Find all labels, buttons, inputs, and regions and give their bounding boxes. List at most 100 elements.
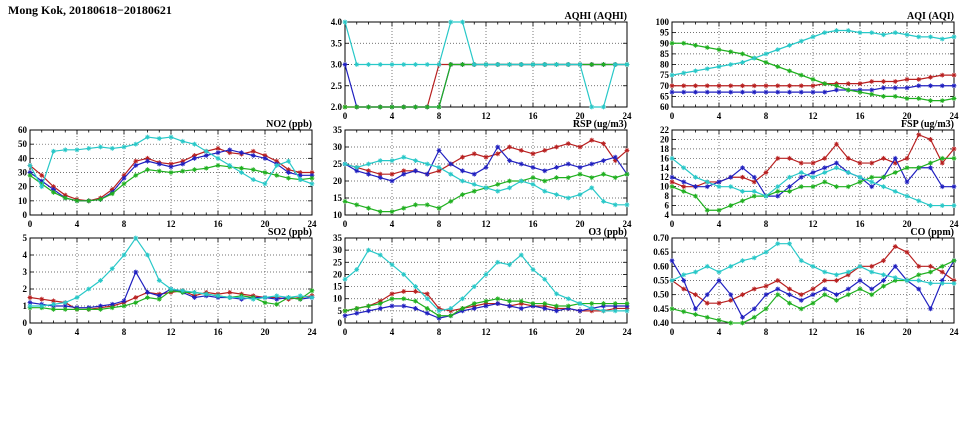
y-tick-label: 60 xyxy=(660,102,670,112)
y-tick-label: 0 xyxy=(338,318,343,328)
x-tick-label: 8 xyxy=(764,111,769,121)
x-tick-label: 8 xyxy=(437,111,442,121)
series-markers xyxy=(342,296,630,319)
x-tick-label: 0 xyxy=(28,219,33,229)
x-tick-label: 4 xyxy=(75,219,80,229)
x-tick-label: 0 xyxy=(343,327,348,337)
y-tick-label: 40 xyxy=(18,153,28,163)
x-tick-label: 8 xyxy=(122,327,127,337)
y-tick-label: 85 xyxy=(660,49,670,59)
page-title: Mong Kok, 20180618−20180621 xyxy=(8,3,172,17)
y-tick-label: 0 xyxy=(23,318,28,328)
x-tick-label: 4 xyxy=(75,327,80,337)
x-tick-label: 24 xyxy=(950,327,960,337)
series-markers xyxy=(342,301,630,321)
x-tick-label: 20 xyxy=(576,327,586,337)
y-tick-label: 0.60 xyxy=(653,261,669,271)
y-tick-label: 0.45 xyxy=(653,304,669,314)
y-tick-label: 6 xyxy=(665,201,670,211)
co-series-cyan xyxy=(669,241,957,286)
y-tick-label: 22 xyxy=(660,125,670,135)
x-tick-label: 24 xyxy=(623,111,633,121)
chart-o3: 0 5 10 15 20 25 30 35 0 4 8 12 16 20 24 O3 (ppb) xyxy=(309,226,639,340)
chart-rsp: 10 15 20 25 30 35 0 4 8 12 16 20 24 RSP (ug/m3) xyxy=(309,118,639,232)
x-tick-label: 4 xyxy=(390,111,395,121)
y-tick-label: 10 xyxy=(18,196,28,206)
y-tick-label: 1 xyxy=(23,301,28,311)
x-tick-label: 0 xyxy=(343,111,348,121)
y-tick-label: 90 xyxy=(660,38,670,48)
chart-title: AQHI (AQHI) xyxy=(565,11,628,22)
x-tick-label: 12 xyxy=(809,327,819,337)
y-tick-label: 0.40 xyxy=(653,318,669,328)
series-markers xyxy=(342,247,630,314)
y-tick-label: 16 xyxy=(660,153,670,163)
series-markers xyxy=(27,134,315,190)
x-tick-label: 0 xyxy=(28,327,33,337)
series-markers xyxy=(342,154,630,208)
co-plot-svg: 0.40 0.45 0.50 0.55 0.60 0.65 0.70 0 4 8 12 16 20 24 C… xyxy=(653,227,960,337)
series-markers xyxy=(669,155,957,208)
chart-title: SO2 (ppb) xyxy=(268,227,312,238)
y-tick-label: 14 xyxy=(660,163,670,173)
x-tick-label: 16 xyxy=(529,327,539,337)
series-markers xyxy=(27,163,315,204)
x-tick-label: 12 xyxy=(809,111,819,121)
y-tick-label: 0.65 xyxy=(653,247,669,257)
series-markers xyxy=(669,258,957,326)
y-tick-label: 30 xyxy=(333,142,343,152)
x-tick-label: 12 xyxy=(809,219,819,229)
y-tick-label: 2.0 xyxy=(331,102,343,112)
chart-fsp: 4 6 8 10 12 14 16 18 20 22 0 4 8 12 16 20 24 FSP (ug/m3) xyxy=(636,118,966,232)
aqi-series-cyan xyxy=(669,28,957,78)
series-markers xyxy=(669,258,957,320)
y-tick-label: 20 xyxy=(18,182,28,192)
y-tick-label: 3.5 xyxy=(331,38,343,48)
x-tick-label: 12 xyxy=(482,327,492,337)
y-tick-label: 60 xyxy=(18,125,28,135)
x-tick-label: 8 xyxy=(437,327,442,337)
chart-title: AQI (AQI) xyxy=(907,11,954,22)
no2-series-green xyxy=(27,163,315,204)
y-tick-label: 65 xyxy=(660,91,670,101)
chart-co: 0.40 0.45 0.50 0.55 0.60 0.65 0.70 0 4 8 12 16 20 24 C… xyxy=(636,226,966,340)
x-tick-label: 16 xyxy=(856,327,866,337)
x-tick-label: 8 xyxy=(122,219,127,229)
x-tick-label: 24 xyxy=(950,111,960,121)
y-tick-label: 70 xyxy=(660,81,670,91)
x-tick-label: 16 xyxy=(529,219,539,229)
chart-aqhi: 2.0 2.5 3.0 3.5 4.0 0 4 8 12 16 20 24 AQHI (AQHI) xyxy=(309,10,639,124)
series-markers xyxy=(342,19,630,110)
series-markers xyxy=(669,132,957,190)
x-tick-label: 4 xyxy=(717,219,722,229)
y-tick-label: 4.0 xyxy=(331,17,343,27)
x-tick-label: 16 xyxy=(529,111,539,121)
aqhi-plot-svg: 2.0 2.5 3.0 3.5 4.0 0 4 8 12 16 20 24 AQHI (AQHI) xyxy=(331,11,633,121)
x-tick-label: 4 xyxy=(390,219,395,229)
x-tick-label: 20 xyxy=(261,219,271,229)
x-tick-label: 0 xyxy=(670,327,675,337)
y-tick-label: 0.50 xyxy=(653,290,669,300)
rsp-series-blue xyxy=(342,144,630,184)
y-tick-label: 20 xyxy=(333,176,343,186)
x-tick-label: 24 xyxy=(308,327,318,337)
y-tick-label: 3 xyxy=(23,267,28,277)
x-tick-label: 24 xyxy=(623,327,633,337)
aqi-series-red xyxy=(669,72,957,89)
no2-series-cyan xyxy=(27,134,315,190)
fsp-series-green xyxy=(669,155,957,213)
y-tick-label: 5 xyxy=(23,233,28,243)
y-tick-label: 35 xyxy=(333,125,343,135)
y-tick-label: 10 xyxy=(333,210,343,220)
x-tick-label: 20 xyxy=(576,111,586,121)
x-tick-label: 16 xyxy=(856,111,866,121)
series-markers xyxy=(669,40,957,104)
o3-series-blue xyxy=(342,301,630,321)
x-tick-label: 20 xyxy=(576,219,586,229)
x-tick-label: 12 xyxy=(167,219,177,229)
aqi-series-green xyxy=(669,40,957,104)
y-tick-label: 10 xyxy=(333,294,343,304)
chart-so2: 0 1 2 3 4 5 0 4 8 12 16 20 24 SO2 (ppb) xyxy=(0,226,324,340)
